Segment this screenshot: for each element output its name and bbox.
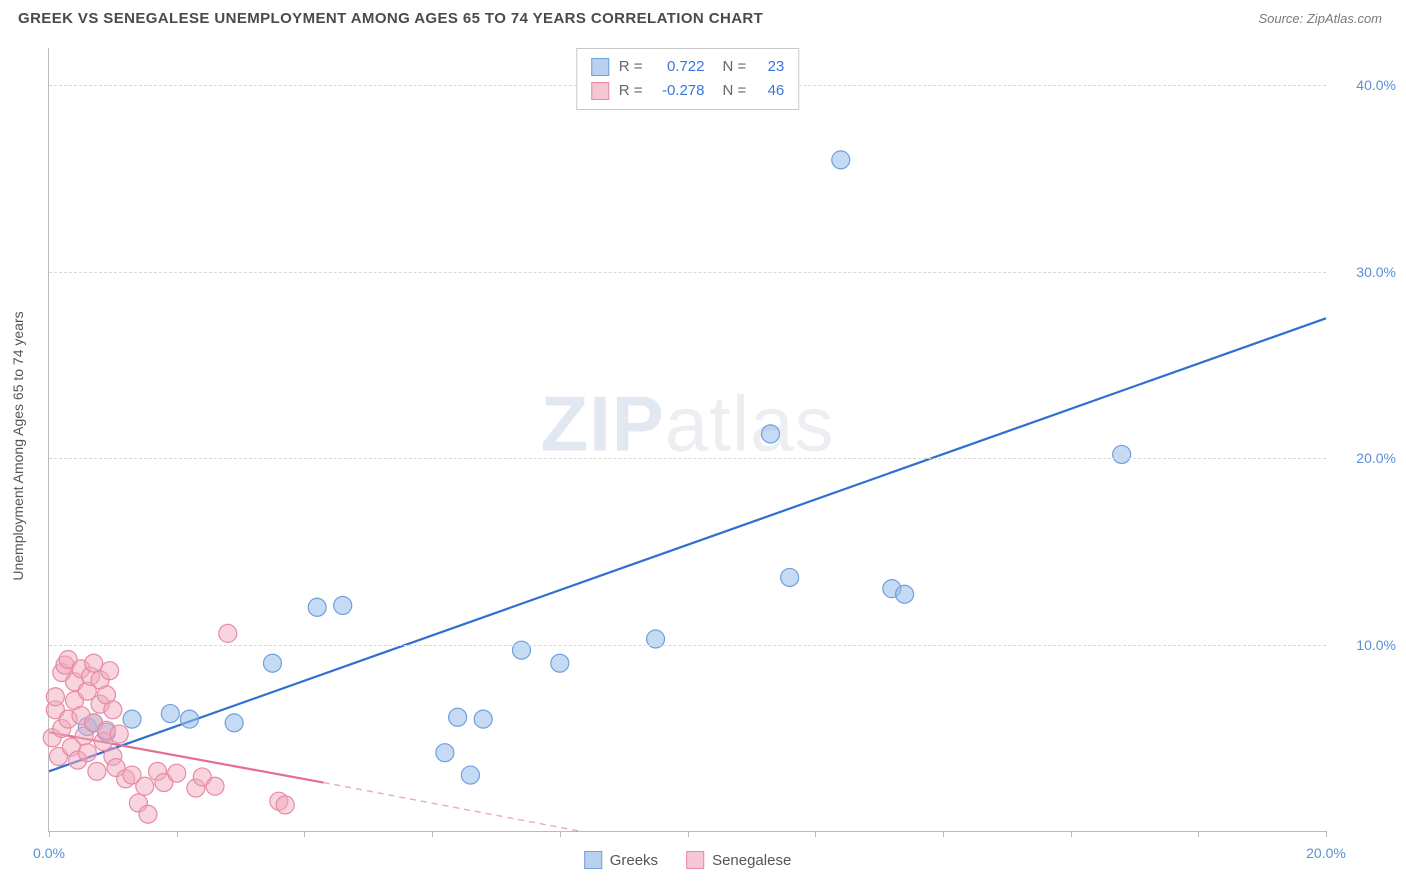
r-label: R = xyxy=(619,55,643,79)
n-value: 23 xyxy=(756,55,784,79)
source-label: Source: ZipAtlas.com xyxy=(1258,11,1382,26)
data-point-greeks xyxy=(551,654,569,672)
data-point-greeks xyxy=(762,425,780,443)
n-value: 46 xyxy=(756,79,784,103)
x-tick xyxy=(304,831,305,837)
scatter-plot-svg xyxy=(49,48,1326,831)
data-point-senegalese xyxy=(219,624,237,642)
x-tick xyxy=(1198,831,1199,837)
data-point-senegalese xyxy=(168,764,186,782)
data-point-senegalese xyxy=(139,805,157,823)
trend-line-greeks xyxy=(49,318,1326,771)
data-point-greeks xyxy=(161,705,179,723)
x-tick-label: 20.0% xyxy=(1306,845,1346,861)
gridline xyxy=(49,272,1326,273)
n-label: N = xyxy=(723,79,747,103)
x-tick xyxy=(943,831,944,837)
data-point-senegalese xyxy=(46,688,64,706)
y-tick-label: 40.0% xyxy=(1336,77,1396,93)
data-point-senegalese xyxy=(206,777,224,795)
data-point-senegalese xyxy=(85,654,103,672)
data-point-greeks xyxy=(225,714,243,732)
chart-title: GREEK VS SENEGALESE UNEMPLOYMENT AMONG A… xyxy=(18,10,763,27)
data-point-greeks xyxy=(308,598,326,616)
data-point-greeks xyxy=(436,744,454,762)
data-point-greeks xyxy=(180,710,198,728)
legend-swatch xyxy=(591,82,609,100)
x-tick xyxy=(688,831,689,837)
n-label: N = xyxy=(723,55,747,79)
legend-swatch xyxy=(584,851,602,869)
y-tick-label: 20.0% xyxy=(1336,450,1396,466)
data-point-senegalese xyxy=(110,725,128,743)
data-point-senegalese xyxy=(276,796,294,814)
legend-item: Senegalese xyxy=(686,851,791,869)
data-point-greeks xyxy=(263,654,281,672)
x-tick xyxy=(432,831,433,837)
legend-bottom: Greeks Senegalese xyxy=(584,851,792,869)
r-label: R = xyxy=(619,79,643,103)
data-point-greeks xyxy=(781,568,799,586)
legend-label: Greeks xyxy=(610,852,658,869)
data-point-senegalese xyxy=(104,701,122,719)
data-point-senegalese xyxy=(101,662,119,680)
data-point-senegalese xyxy=(88,762,106,780)
legend-label: Senegalese xyxy=(712,852,791,869)
x-tick xyxy=(815,831,816,837)
data-point-senegalese xyxy=(136,777,154,795)
r-value: 0.722 xyxy=(653,55,705,79)
data-point-greeks xyxy=(1113,445,1131,463)
gridline xyxy=(49,645,1326,646)
legend-swatch xyxy=(591,58,609,76)
data-point-greeks xyxy=(123,710,141,728)
y-tick-label: 10.0% xyxy=(1336,637,1396,653)
legend-item: Greeks xyxy=(584,851,658,869)
x-tick xyxy=(177,831,178,837)
data-point-greeks xyxy=(334,596,352,614)
data-point-greeks xyxy=(896,585,914,603)
chart-plot-area: ZIPatlas R =0.722N =23R =-0.278N =46 Gre… xyxy=(48,48,1326,832)
r-value: -0.278 xyxy=(653,79,705,103)
x-tick-label: 0.0% xyxy=(33,845,65,861)
stats-legend-box: R = 0.722 N = 23 R = -0.278 N = 46 xyxy=(576,48,800,110)
data-point-greeks xyxy=(474,710,492,728)
data-point-greeks xyxy=(449,708,467,726)
stats-row: R = -0.278 N = 46 xyxy=(591,79,785,103)
x-tick xyxy=(49,831,50,837)
data-point-senegalese xyxy=(78,744,96,762)
x-tick xyxy=(560,831,561,837)
y-axis-label: Unemployment Among Ages 65 to 74 years xyxy=(10,311,26,580)
y-tick-label: 30.0% xyxy=(1336,264,1396,280)
x-tick xyxy=(1071,831,1072,837)
x-tick xyxy=(1326,831,1327,837)
data-point-greeks xyxy=(461,766,479,784)
data-point-greeks xyxy=(832,151,850,169)
stats-row: R = 0.722 N = 23 xyxy=(591,55,785,79)
gridline xyxy=(49,458,1326,459)
legend-swatch xyxy=(686,851,704,869)
trend-line-ext-senegalese xyxy=(324,783,579,831)
